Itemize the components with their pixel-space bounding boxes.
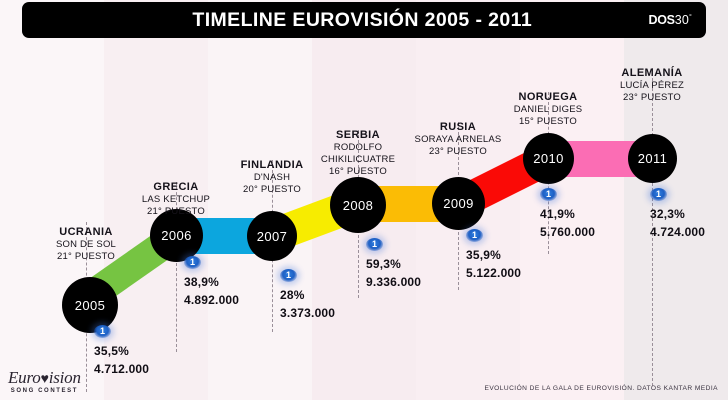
rank-badge-icon: 1	[280, 269, 297, 282]
year-node-label: 2009	[443, 196, 474, 211]
country-name: SERBIA	[336, 129, 380, 141]
eurovision-logo-text1: Euro	[8, 368, 41, 387]
country-artist: DANIEL DIGES	[513, 104, 583, 116]
background-band	[208, 0, 312, 400]
brand-logo-bold: DOS	[648, 13, 675, 27]
source-note: EVOLUCIÓN DE LA GALA DE EUROVISIÓN. DATO…	[484, 385, 718, 392]
background-band	[104, 0, 208, 400]
stat-viewers: 5.122.000	[466, 266, 522, 281]
year-node-2010[interactable]: 2010	[523, 133, 574, 184]
year-node-2006[interactable]: 2006	[150, 209, 203, 262]
country-rank: 23° PUESTO	[429, 146, 487, 158]
rank-badge-icon: 1	[184, 256, 201, 269]
year-node-label: 2008	[342, 197, 374, 213]
stat-share: 28%	[280, 288, 305, 302]
year-node-label: 2006	[161, 228, 192, 243]
country-rank: 15° PUESTO	[519, 116, 577, 128]
country-name: NORUEGA	[518, 91, 578, 103]
stat-block-2005: 1 35,5% 4.712.000	[94, 325, 149, 377]
country-block-2006: GRECIA LAS KETCHUP 21° PUESTO	[111, 180, 241, 218]
eurovision-logo-wordmark: Euro♥ision	[8, 369, 81, 387]
guide-line-2006	[176, 182, 177, 352]
stat-viewers: 4.712.000	[94, 362, 150, 377]
eurovision-logo: Euro♥ision SONG CONTEST	[8, 369, 81, 394]
stat-block-2010: 1 41,9% 5.760.000	[540, 188, 595, 240]
stat-block-2006: 1 38,9% 4.892.000	[184, 256, 239, 308]
country-block-2010: NORUEGA DANIEL DIGES 15° PUESTO	[483, 90, 613, 128]
stat-share: 59,3%	[366, 257, 402, 271]
year-node-2007[interactable]: 2007	[247, 211, 297, 261]
stat-block-2011: 1 32,3% 4.724.000	[650, 188, 705, 240]
country-block-2005: UCRANIA SON DE SOL 21° PUESTO	[21, 225, 151, 263]
country-rank: 21° PUESTO	[57, 251, 115, 263]
stat-share: 41,9%	[540, 207, 576, 221]
country-name: RUSIA	[439, 121, 477, 133]
heart-icon: ♥	[40, 372, 49, 387]
rank-badge-icon: 1	[94, 325, 111, 338]
country-artist: D'NASH	[253, 172, 291, 184]
country-name: FINLANDIA	[240, 159, 304, 171]
ribbon-segment-2010	[548, 141, 652, 177]
rank-badge-icon: 1	[466, 229, 483, 242]
background-band	[624, 0, 728, 400]
year-node-label: 2005	[74, 297, 106, 313]
stat-viewers: 9.336.000	[366, 275, 422, 290]
country-artist: LUCÍA PÉREZ	[620, 80, 684, 92]
country-name: UCRANIA	[59, 226, 113, 238]
eurovision-logo-subtitle: SONG CONTEST	[10, 388, 78, 394]
page-title: TIMELINE EUROVISIÓN 2005 - 2011	[192, 8, 533, 31]
eurovision-logo-text2: ision	[48, 368, 81, 387]
brand-logo-light: 30	[674, 13, 689, 27]
stat-block-2007: 1 28% 3.373.000	[280, 269, 335, 321]
country-name: GRECIA	[153, 181, 199, 193]
country-name: ALEMANÍA	[621, 67, 683, 79]
country-artist: SORAYA ARNELAS	[414, 134, 502, 146]
brand-logo: DOS30°	[649, 13, 707, 27]
stat-viewers: 4.892.000	[184, 293, 240, 308]
country-block-2009: RUSIA SORAYA ARNELAS 23° PUESTO	[393, 120, 523, 158]
year-node-label: 2011	[637, 151, 668, 166]
stat-share: 35,9%	[466, 248, 502, 262]
rank-badge-icon: 1	[366, 238, 383, 251]
stat-viewers: 4.724.000	[650, 225, 706, 240]
stat-viewers: 5.760.000	[540, 225, 596, 240]
brand-logo-mark: °	[689, 13, 692, 21]
stat-block-2008: 1 59,3% 9.336.000	[366, 238, 421, 290]
year-node-2011[interactable]: 2011	[628, 134, 677, 183]
rank-badge-icon: 1	[650, 188, 667, 201]
guide-line-2011	[652, 68, 653, 386]
country-artist: RODOLFO	[333, 142, 383, 154]
year-node-2009[interactable]: 2009	[432, 177, 485, 230]
country-artist: SON DE SOL	[55, 239, 117, 251]
country-artist-2: CHIKILICUATRE	[320, 154, 396, 166]
year-node-2008[interactable]: 2008	[330, 177, 386, 233]
country-artist: LAS KETCHUP	[141, 194, 211, 206]
country-rank: 21° PUESTO	[147, 206, 205, 218]
country-rank: 20° PUESTO	[243, 184, 301, 196]
rank-badge-icon: 1	[540, 188, 557, 201]
country-block-2008: SERBIA RODOLFO CHIKILICUATRE 16° PUESTO	[293, 128, 423, 179]
year-node-label: 2010	[533, 151, 564, 166]
country-block-2007: FINLANDIA D'NASH 20° PUESTO	[207, 158, 337, 196]
header-bar: TIMELINE EUROVISIÓN 2005 - 2011 DOS30°	[22, 2, 706, 38]
background-band	[520, 0, 624, 400]
country-rank: 16° PUESTO	[329, 166, 387, 178]
country-rank: 23° PUESTO	[623, 92, 681, 104]
country-block-2011: ALEMANÍA LUCÍA PÉREZ 23° PUESTO	[587, 66, 717, 104]
stat-block-2009: 1 35,9% 5.122.000	[466, 229, 521, 281]
stat-share: 35,5%	[94, 344, 130, 358]
year-node-label: 2007	[256, 228, 288, 244]
stat-viewers: 3.373.000	[280, 306, 336, 321]
stat-share: 32,3%	[650, 207, 686, 221]
year-node-2005[interactable]: 2005	[62, 277, 118, 333]
stat-share: 38,9%	[184, 275, 220, 289]
